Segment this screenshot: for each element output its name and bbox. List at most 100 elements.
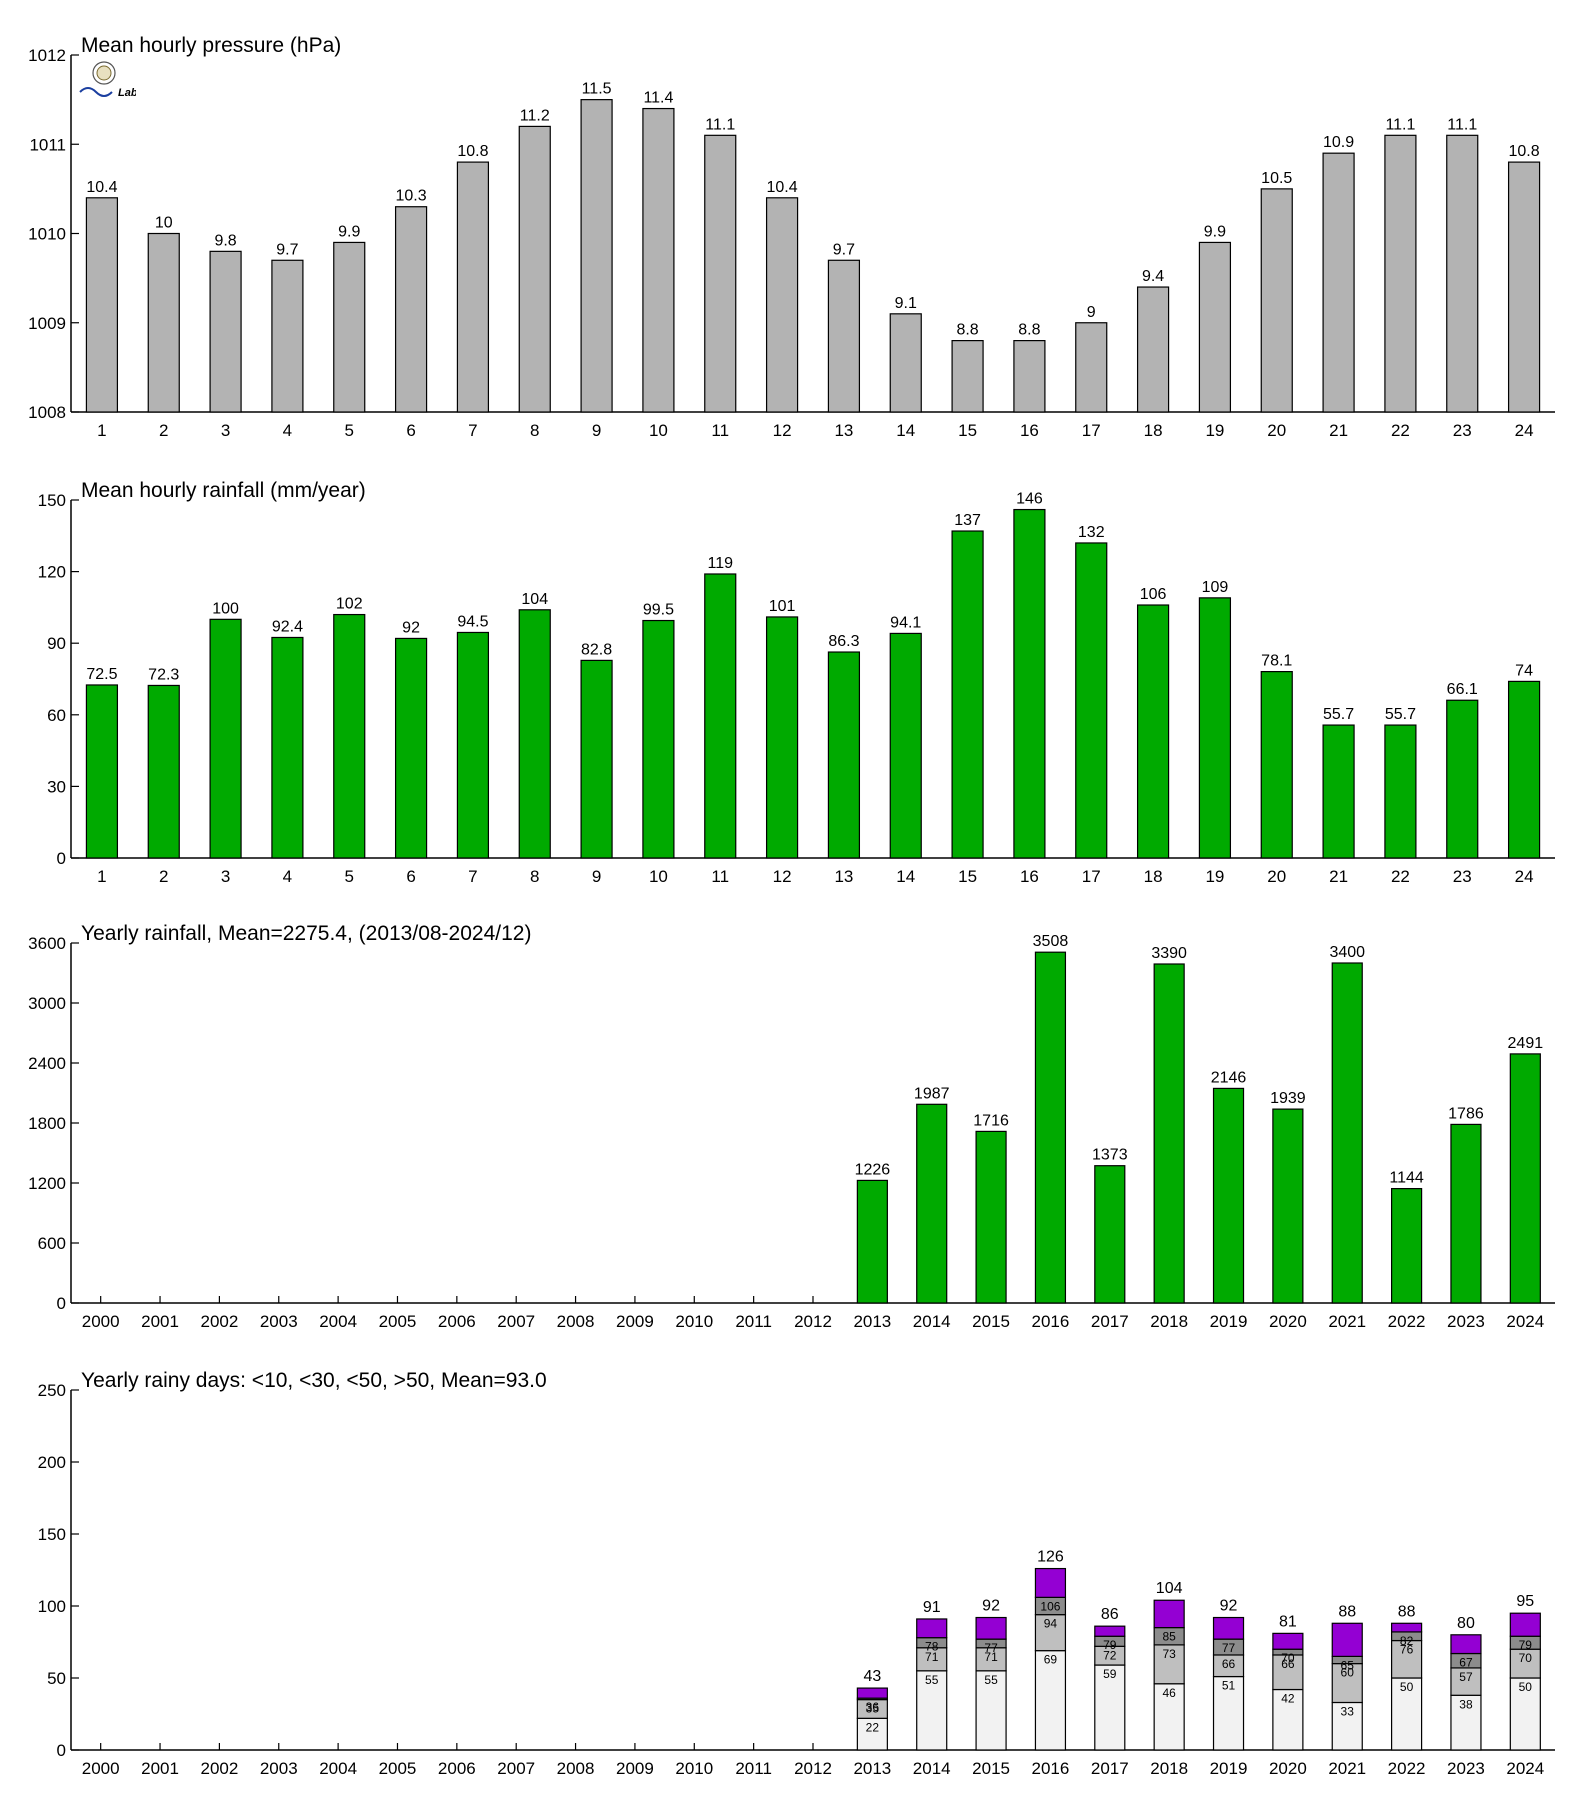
chart3-x-tick-label: 2015: [972, 1312, 1010, 1331]
chart4-label-lt50: 70: [1281, 1651, 1295, 1665]
chart4-label-lt50: 85: [1162, 1630, 1176, 1644]
chart2-x-tick-label: 3: [221, 867, 230, 886]
chart1-bar: [704, 134, 737, 413]
chart4-label-lt30: 71: [984, 1650, 998, 1664]
chart4-bar-segment-gt50: [856, 1687, 888, 1699]
chart4-bar-segment-gt50: [916, 1618, 948, 1639]
chart4-label-lt50: 65: [1341, 1658, 1355, 1672]
logo-swoosh: [79, 87, 113, 97]
chart2-x-tick-label: 10: [649, 867, 668, 886]
chart1-x-tick-label: 4: [283, 421, 292, 440]
chart1-bar: [147, 232, 180, 413]
chart4-x-tick-label: 2011: [735, 1759, 772, 1778]
chart1-bar: [951, 340, 984, 413]
chart4-bar-segment-lt30: [1509, 1648, 1541, 1679]
chart1-data-label: 9.9: [1204, 223, 1226, 240]
chart1-bar: [765, 197, 799, 413]
chart3-data-label: 2146: [1211, 1069, 1247, 1086]
chart3-data-label: 1716: [973, 1112, 1009, 1129]
chart1-y-tick-label: 1012: [28, 46, 66, 65]
chart4-bar-segment-lt30: [1390, 1639, 1423, 1679]
chart3-title: Yearly rainfall, Mean=2275.4, (2013/08-2…: [81, 922, 531, 945]
chart3-x-tick-label: 2004: [319, 1312, 357, 1331]
chart4-y-tick-label: 150: [38, 1525, 66, 1544]
chart4-label-total: 92: [1220, 1598, 1238, 1615]
chart4-label-lt10: 33: [1341, 1704, 1355, 1718]
chart4-bar-segment-gt50: [1034, 1567, 1067, 1598]
chart1-x-tick-label: 15: [958, 421, 977, 440]
chart1-data-label: 11.1: [1385, 116, 1415, 133]
chart2-data-label: 109: [1202, 579, 1229, 596]
chart4-x-tick-label: 2021: [1328, 1759, 1366, 1778]
chart3-x-tick-label: 2021: [1328, 1312, 1366, 1331]
chart4-x-tick-label: 2012: [794, 1759, 832, 1778]
chart4-bar-segment-lt30: [1450, 1667, 1482, 1696]
chart1-bar: [1446, 134, 1479, 413]
chart1-bar: [394, 206, 428, 413]
chart2-bar: [1322, 724, 1355, 859]
chart3-x-tick-label: 2007: [497, 1312, 535, 1331]
chart4-x-tick-label: 2000: [82, 1759, 120, 1778]
chart2-data-label: 99.5: [643, 602, 674, 619]
chart4-x-tick-label: 2022: [1388, 1759, 1426, 1778]
logo-seal-inner: [96, 65, 112, 81]
chart4-bar-segment-gt50: [1331, 1622, 1363, 1658]
chart2-x-tick-label: 1: [97, 867, 106, 886]
chart1-bar: [271, 259, 304, 413]
chart2-bar: [951, 530, 984, 859]
chart1-data-label: 9.1: [895, 295, 917, 312]
chart2-x-tick-label: 7: [468, 867, 477, 886]
chart3-data-label: 1987: [914, 1085, 950, 1102]
chart2-data-label: 55.7: [1385, 706, 1416, 723]
chart2-x-tick-label: 11: [711, 867, 729, 886]
chart3-x-tick-label: 2011: [735, 1312, 772, 1331]
chart2-data-label: 104: [521, 591, 548, 608]
chart2-data-label: 100: [212, 600, 239, 617]
chart2-bar: [1136, 604, 1170, 859]
chart3-y-tick-label: 3000: [28, 994, 66, 1013]
chart2-bar: [704, 573, 737, 859]
chart4-x-tick-label: 2017: [1091, 1759, 1129, 1778]
chart2-data-label: 94.5: [457, 613, 488, 630]
chart1-x-tick-label: 16: [1020, 421, 1039, 440]
chart4-x-tick-label: 2010: [675, 1759, 713, 1778]
chart4-x-tick-label: 2001: [141, 1759, 179, 1778]
chart2-bar: [147, 684, 180, 859]
chart2-x-tick-label: 15: [958, 867, 977, 886]
chart4-bar-segment-gt50: [1450, 1634, 1482, 1655]
chart2-bar: [1075, 542, 1108, 859]
chart3-x-tick-label: 2022: [1388, 1312, 1426, 1331]
chart4-label-lt50: 67: [1459, 1656, 1473, 1670]
chart1-bar: [1013, 340, 1046, 413]
chart4-bar-segment-gt50: [1390, 1622, 1423, 1633]
chart2-bar: [456, 631, 490, 859]
chart1-data-label: 9.4: [1142, 268, 1164, 285]
chart4-bar-segment-gt50: [1272, 1632, 1304, 1650]
chart3-x-tick-label: 2008: [557, 1312, 595, 1331]
chart1-data-label: 10: [155, 215, 173, 232]
chart4-label-lt50: 79: [1519, 1638, 1533, 1652]
chart2-x-tick-label: 21: [1329, 867, 1348, 886]
chart2-y-tick-label: 30: [47, 777, 66, 796]
chart3-x-tick-label: 2006: [438, 1312, 476, 1331]
chart2-x-tick-label: 2: [159, 867, 168, 886]
chart3-x-tick-label: 2023: [1447, 1312, 1485, 1331]
chart2-x-tick-label: 24: [1515, 867, 1534, 886]
chart4-label-total: 86: [1101, 1606, 1119, 1623]
chart2-bar: [642, 619, 675, 859]
chart2-bar: [1013, 508, 1046, 859]
chart2-bar: [394, 637, 428, 859]
chart2-x-tick-label: 20: [1267, 867, 1286, 886]
chart4-label-lt10: 55: [984, 1673, 998, 1687]
chart4-y-tick-label: 200: [38, 1453, 66, 1472]
chart4-label-lt50: 36: [866, 1700, 880, 1714]
chart4-label-lt50: 106: [1040, 1599, 1060, 1613]
chart3-bar: [916, 1103, 948, 1304]
chart1-bar: [1198, 241, 1232, 413]
chart1-x-tick-label: 3: [221, 421, 230, 440]
chart1-x-tick-label: 10: [649, 421, 668, 440]
chart3-data-label: 2491: [1508, 1035, 1544, 1052]
chart4-label-lt30: 60: [1341, 1666, 1355, 1680]
chart2-y-tick-label: 120: [38, 563, 66, 582]
chart4-label-total: 81: [1279, 1613, 1297, 1630]
